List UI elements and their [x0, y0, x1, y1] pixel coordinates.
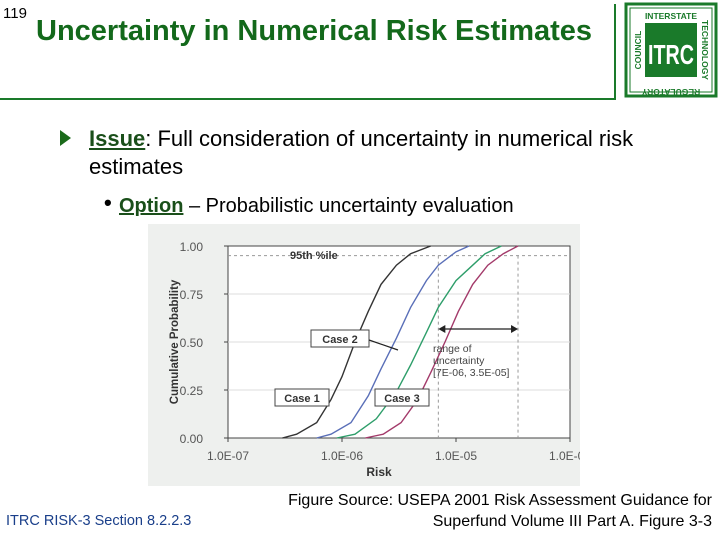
p95-label: 95th %ile	[290, 250, 338, 262]
case3-label: Case 3	[384, 393, 419, 405]
issue-bullet-icon	[60, 130, 71, 146]
cumulative-probability-chart: 0.00 0.25 0.50 0.75 1.00 1.0E-07 1.0E-06 1.0E-0…	[148, 224, 580, 486]
range-annotation-line-2: uncertainty	[433, 355, 485, 367]
slide-number: 119	[3, 5, 27, 22]
logo-top-text: INTERSTATE	[645, 11, 697, 21]
case3-box	[374, 388, 430, 407]
chart-svg: 0.00 0.25 0.50 0.75 1.00 1.0E-07 1.0E-06 1.0E-0…	[148, 224, 580, 486]
logo-left-text: COUNCIL	[633, 31, 643, 70]
case1-label: Case 1	[284, 393, 319, 405]
series-line-4	[365, 245, 519, 439]
range-arrow-left-head	[438, 325, 446, 333]
y-tick-label-3: 0.75	[180, 288, 204, 302]
figure-source: Figure Source: USEPA 2001 Risk Assessmen…	[288, 492, 712, 530]
itrc-logo: ITRC INTERSTATE REGULATORY COUNCIL TECHN…	[624, 2, 718, 98]
case1-box	[274, 388, 330, 407]
x-axis-label: Risk	[366, 465, 392, 479]
series-line-2	[316, 245, 470, 439]
logo-right-text: TECHNOLOGY	[700, 20, 710, 80]
issue-bullet: Issue: Full consideration of uncertainty…	[89, 125, 699, 181]
case2-pointer	[368, 339, 399, 351]
range-annotation-line-1: range of	[433, 343, 472, 355]
x-tick-label-2: 1.0E-05	[435, 449, 477, 463]
option-bullet-dot-icon: •	[104, 190, 112, 215]
y-tick-label-0: 0.00	[180, 432, 204, 446]
case2-label: Case 2	[322, 334, 357, 346]
issue-text: : Full consideration of uncertainty in n…	[89, 126, 634, 179]
y-axis-label: Cumulative Probability	[169, 279, 181, 404]
title-divider-horizontal	[0, 98, 616, 100]
y-tick-label-4: 1.00	[180, 240, 204, 254]
case2-box	[310, 329, 370, 348]
x-tick-label-0: 1.0E-07	[207, 449, 249, 463]
y-tick-label-1: 0.25	[180, 384, 204, 398]
range-arrow-right-head	[511, 325, 519, 333]
title-divider-vertical	[614, 4, 616, 100]
footer-reference: ITRC RISK-3 Section 8.2.2.3	[6, 513, 192, 529]
y-tick-label-2: 0.50	[180, 336, 204, 350]
range-annotation-line-3: [7E-06, 3.5E-05]	[433, 367, 510, 379]
option-label: Option	[119, 195, 184, 217]
x-tick-label-3: 1.0E-04	[549, 449, 580, 463]
logo-bottom-text: REGULATORY	[641, 87, 700, 97]
x-tick-label-1: 1.0E-06	[321, 449, 363, 463]
option-bullet: Option – Probabilistic uncertainty evalu…	[119, 195, 514, 218]
slide-title: Uncertainty in Numerical Risk Estimates	[36, 15, 593, 47]
option-text: – Probabilistic uncertainty evaluation	[183, 195, 514, 217]
issue-label: Issue	[89, 126, 146, 151]
series-line-3	[336, 245, 502, 439]
logo-main-text: ITRC	[648, 39, 694, 70]
